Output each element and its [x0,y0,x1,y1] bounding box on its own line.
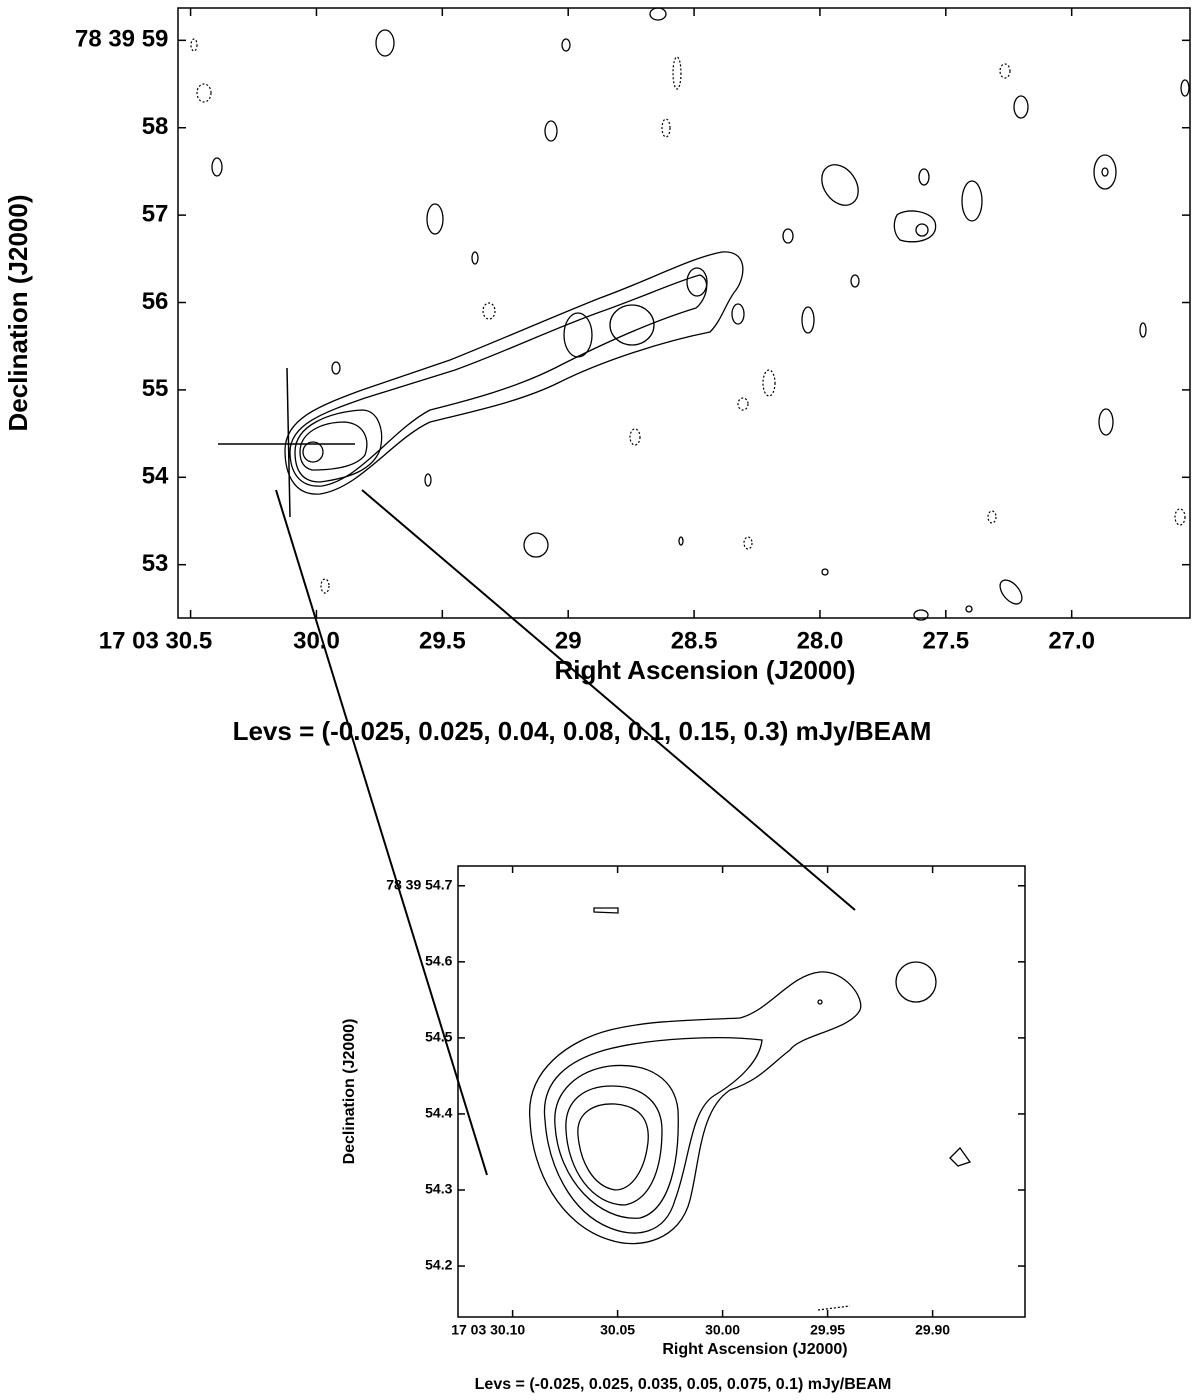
x-tick-label: 27.5 [922,627,969,654]
y-tick-label: 57 [142,200,169,227]
zoom-lines [275,489,856,1176]
y-tick-label: 54.2 [425,1257,452,1273]
x-tick-label: 27.0 [1048,627,1095,654]
x-axis-label: Right Ascension (J2000) [662,1341,847,1358]
y-tick-label: 78 39 54.7 [386,876,452,892]
y-axis-label: Declination (J2000) [341,1019,358,1165]
x-tick-label: 28.0 [797,627,844,654]
x-tick-label: 30.05 [600,1322,635,1338]
contours-inset [529,907,972,1311]
x-tick-label: 29.90 [915,1322,950,1338]
y-tick-label: 56 [142,288,169,315]
y-tick-label: 54.4 [425,1105,452,1121]
plot: 17 03 30.5 30.0 29.5 29 28.5 28.0 27.5 27.0 78 3… [3,7,1191,746]
levels-caption: Levs = (-0.025, 0.025, 0.035, 0.05, 0.07… [475,1376,892,1393]
y-tick-label: 54.5 [425,1029,452,1045]
x-tick-label: 17 03 30.5 [99,627,212,654]
plot-frame [177,7,1191,619]
plot-frame [457,865,1026,1318]
y-tick-label: 78 39 59 [75,26,168,53]
x-tick-label: 30.0 [293,627,340,654]
y-tick-label: 53 [142,550,169,577]
y-tick-label: 58 [142,113,169,140]
y-tick-label: 55 [142,375,169,402]
x-axis-label: Right Ascension (J2000) [554,655,855,685]
y-tick-label: 54.6 [425,953,452,969]
y-axis-label: Declination (J2000) [3,195,33,432]
y-tick-label: 54.3 [425,1181,452,1197]
source-marker [218,367,355,518]
y-tick-label: 54 [142,463,169,490]
contours-main [190,7,1190,621]
x-tick-label: 28.5 [671,627,718,654]
x-tick-label: 17 03 30.10 [451,1322,525,1338]
levels-caption: Levs = (-0.025, 0.025, 0.04, 0.08, 0.1, … [233,716,932,746]
x-tick-label: 30.00 [705,1322,740,1338]
x-tick-label: 29 [555,627,582,654]
plot: 17 03 30.10 30.05 30.00 29.95 29.90 78 39 54.… [341,865,1026,1393]
x-tick-label: 29.95 [810,1322,845,1338]
x-tick-label: 29.5 [419,627,466,654]
